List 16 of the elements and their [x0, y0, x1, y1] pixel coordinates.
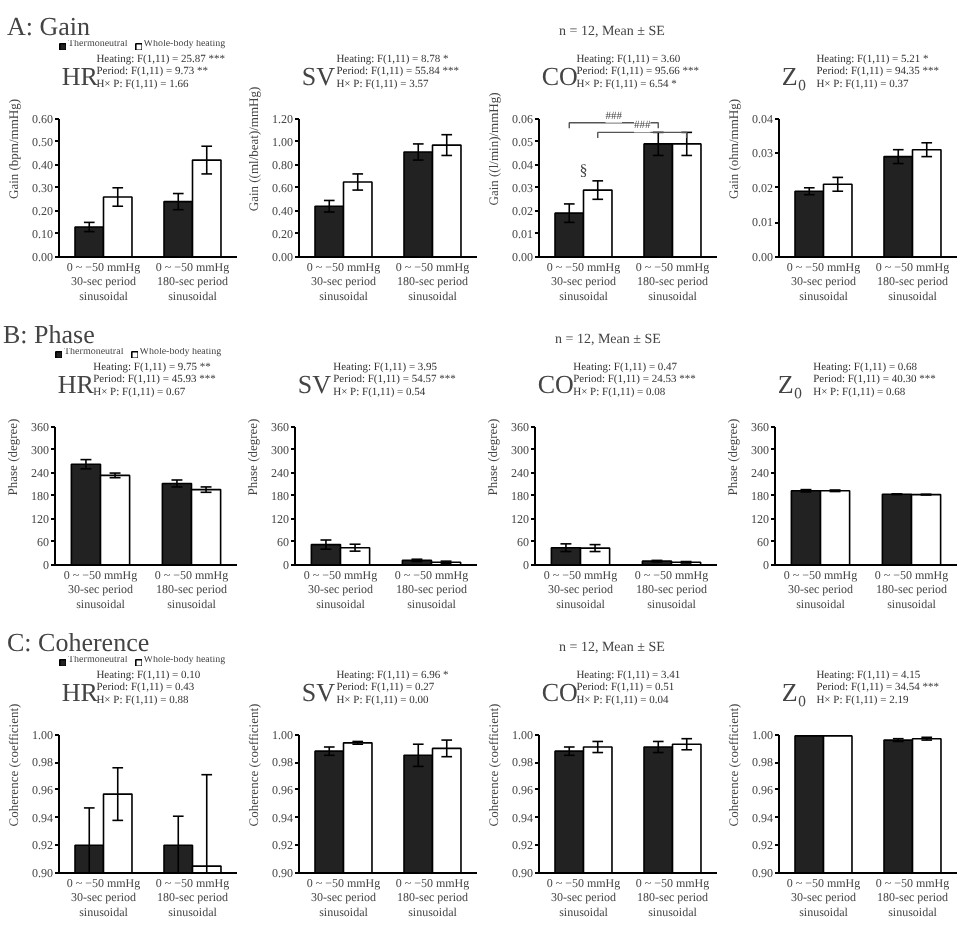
chart-title: SV — [301, 60, 337, 91]
chart-title: Z₀ — [777, 368, 803, 399]
chart-title: Z₀ — [781, 60, 807, 91]
annotation: § — [579, 160, 588, 179]
text: C: Coherence — [7, 627, 150, 657]
chart-title: HR — [61, 60, 99, 91]
text: B: Phase — [3, 319, 96, 349]
chart-title: Z₀ — [781, 676, 807, 707]
chart-title: HR — [57, 368, 95, 399]
chart-title: CO — [537, 368, 574, 399]
chart-title: SV — [301, 676, 337, 707]
chart-title: HR — [61, 676, 99, 707]
chart-title: SV — [297, 368, 333, 399]
chart-title: CO — [541, 676, 578, 707]
text: A: Gain — [7, 11, 92, 41]
chart-title: CO — [541, 60, 578, 91]
